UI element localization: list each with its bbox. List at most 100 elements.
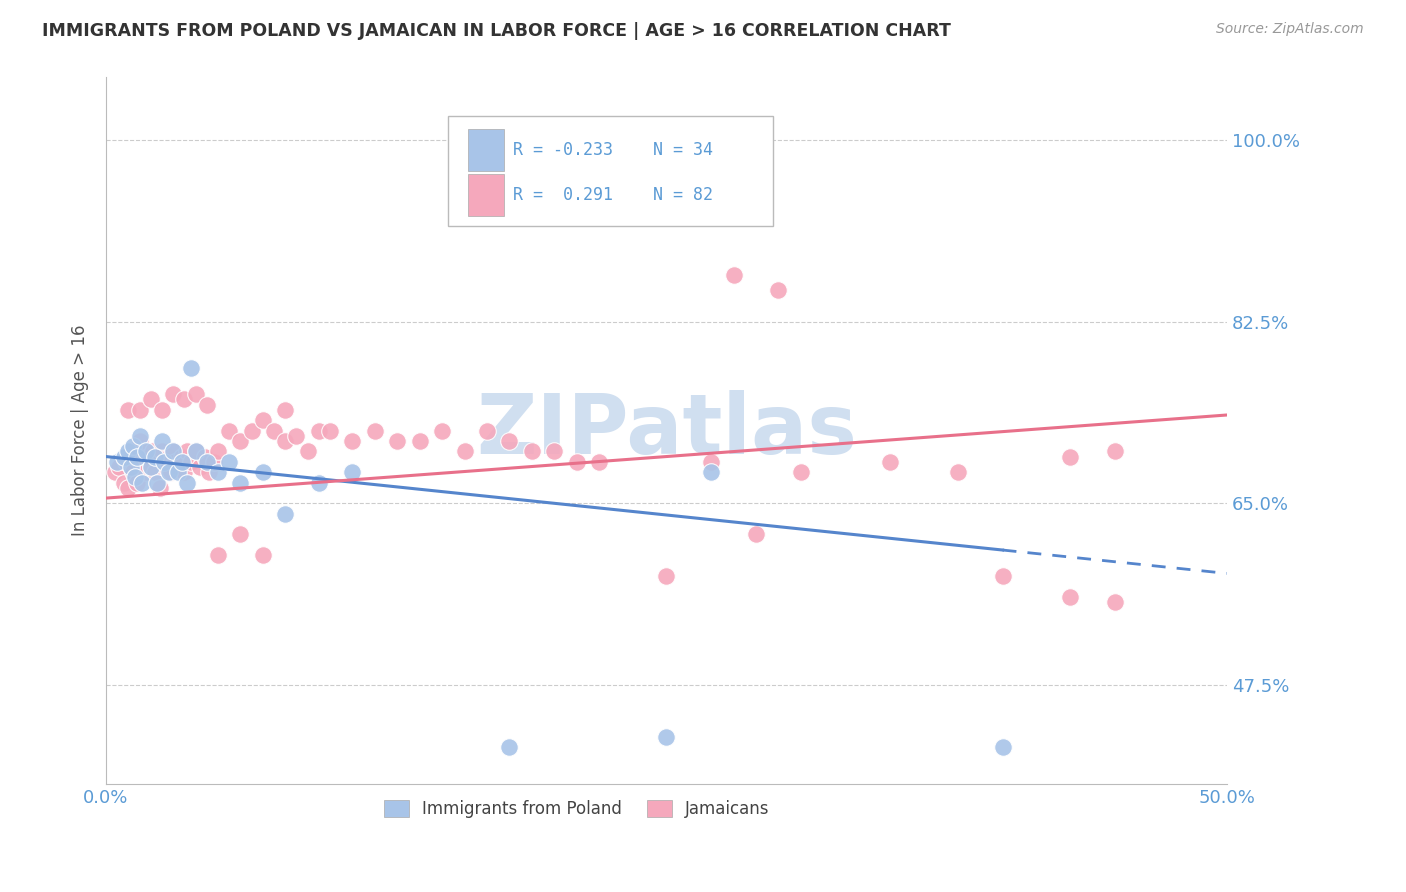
Point bbox=[790, 465, 813, 479]
Point bbox=[218, 455, 240, 469]
Point bbox=[172, 450, 194, 464]
Point bbox=[157, 450, 180, 464]
Point bbox=[229, 527, 252, 541]
Point bbox=[263, 424, 285, 438]
Point bbox=[143, 450, 166, 464]
Point bbox=[131, 475, 153, 490]
Point bbox=[498, 740, 520, 755]
Point bbox=[475, 424, 498, 438]
Point bbox=[139, 459, 162, 474]
Point bbox=[274, 434, 297, 448]
Point bbox=[117, 481, 139, 495]
Point bbox=[150, 402, 173, 417]
Point bbox=[184, 444, 207, 458]
Point bbox=[115, 455, 138, 469]
Point bbox=[146, 450, 169, 464]
Point bbox=[1059, 590, 1081, 604]
Point bbox=[252, 548, 274, 562]
Point bbox=[285, 429, 308, 443]
Point bbox=[184, 387, 207, 401]
Point bbox=[364, 424, 387, 438]
Point bbox=[207, 548, 229, 562]
Text: R = -0.233    N = 34: R = -0.233 N = 34 bbox=[513, 141, 713, 159]
Point bbox=[308, 475, 330, 490]
Point bbox=[172, 455, 194, 469]
Point bbox=[1104, 444, 1126, 458]
Point bbox=[120, 444, 142, 458]
Point bbox=[768, 284, 790, 298]
Point bbox=[723, 268, 745, 282]
Point bbox=[135, 465, 157, 479]
Point bbox=[180, 361, 202, 376]
Point bbox=[165, 455, 187, 469]
Point bbox=[173, 392, 195, 407]
Point bbox=[162, 444, 184, 458]
Point bbox=[655, 730, 678, 744]
Point bbox=[117, 444, 139, 458]
Point bbox=[149, 481, 172, 495]
Point bbox=[138, 450, 160, 464]
Point bbox=[139, 459, 162, 474]
Point bbox=[588, 455, 610, 469]
Point bbox=[128, 434, 150, 448]
Point bbox=[139, 392, 162, 407]
Text: R =  0.291    N = 82: R = 0.291 N = 82 bbox=[513, 186, 713, 204]
Point bbox=[162, 444, 184, 458]
Point bbox=[162, 387, 184, 401]
Text: Source: ZipAtlas.com: Source: ZipAtlas.com bbox=[1216, 22, 1364, 37]
Point bbox=[142, 444, 165, 458]
Point bbox=[173, 465, 195, 479]
Point bbox=[176, 444, 198, 458]
Point bbox=[105, 455, 128, 469]
Point bbox=[146, 475, 169, 490]
Point bbox=[160, 465, 183, 479]
Point bbox=[132, 444, 155, 458]
Point bbox=[157, 465, 180, 479]
Point bbox=[207, 444, 229, 458]
Point bbox=[176, 475, 198, 490]
Point bbox=[184, 444, 207, 458]
Point bbox=[252, 413, 274, 427]
Point bbox=[121, 439, 143, 453]
Point bbox=[128, 429, 150, 443]
Point bbox=[520, 444, 543, 458]
Point bbox=[120, 459, 142, 474]
Point bbox=[991, 569, 1014, 583]
Point bbox=[127, 475, 149, 490]
Point bbox=[153, 455, 176, 469]
Point bbox=[409, 434, 432, 448]
Point bbox=[453, 444, 475, 458]
Point bbox=[202, 455, 225, 469]
Point bbox=[1104, 595, 1126, 609]
FancyBboxPatch shape bbox=[468, 174, 503, 216]
Point bbox=[274, 507, 297, 521]
Text: ZIPatlas: ZIPatlas bbox=[475, 390, 856, 471]
Point bbox=[252, 465, 274, 479]
Point bbox=[207, 465, 229, 479]
Point bbox=[991, 740, 1014, 755]
Point bbox=[108, 459, 131, 474]
Legend: Immigrants from Poland, Jamaicans: Immigrants from Poland, Jamaicans bbox=[377, 793, 776, 825]
Point bbox=[195, 455, 218, 469]
Point bbox=[274, 402, 297, 417]
Point bbox=[195, 398, 218, 412]
Point bbox=[121, 465, 143, 479]
Point bbox=[112, 450, 135, 464]
Point bbox=[308, 424, 330, 438]
Point bbox=[104, 465, 127, 479]
Point bbox=[430, 424, 453, 438]
Point bbox=[128, 402, 150, 417]
Point bbox=[193, 450, 215, 464]
Point bbox=[565, 455, 588, 469]
Point bbox=[297, 444, 319, 458]
Point bbox=[150, 434, 173, 448]
Point bbox=[700, 465, 723, 479]
Point bbox=[131, 459, 153, 474]
Point bbox=[124, 470, 146, 484]
Point bbox=[127, 450, 149, 464]
Point bbox=[135, 444, 157, 458]
Point bbox=[1059, 450, 1081, 464]
Point bbox=[319, 424, 342, 438]
Point bbox=[198, 465, 221, 479]
Point bbox=[543, 444, 565, 458]
